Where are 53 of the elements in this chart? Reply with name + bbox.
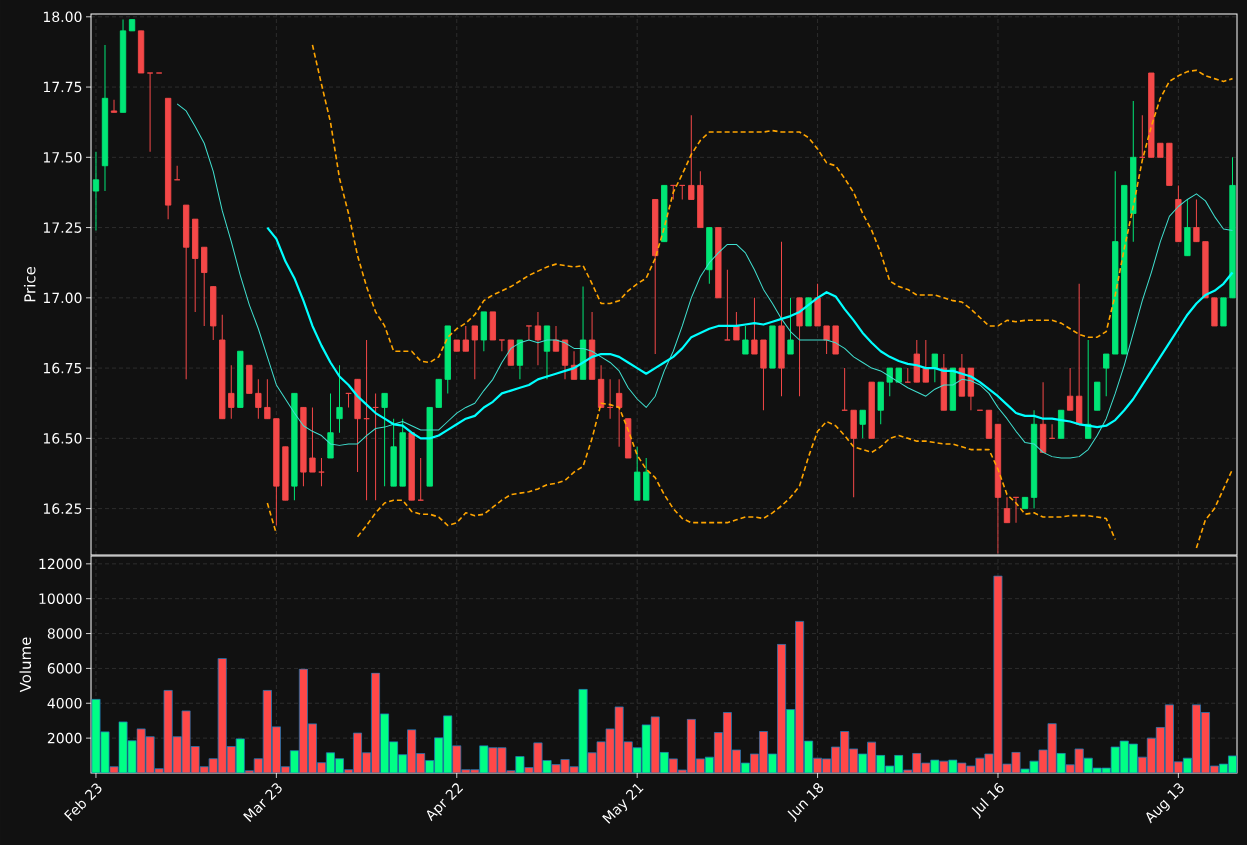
y-tick-label: 4000 [47, 697, 82, 709]
x-tick-label: Jun 18 [787, 783, 824, 823]
candlestick [309, 406, 316, 473]
candlestick [336, 364, 343, 434]
candlestick [264, 378, 271, 420]
y-tick-label: 17.25 [43, 222, 82, 233]
candlestick [904, 367, 911, 383]
candlestick [787, 297, 794, 355]
candlestick [733, 311, 740, 341]
y-tick-label: 10000 [39, 593, 82, 604]
candlestick [859, 409, 866, 439]
candlestick [724, 269, 731, 341]
x-tick-label: Feb 23 [63, 783, 102, 821]
y-tick-label: 16.25 [43, 503, 82, 514]
y-axis-title: Price [23, 266, 36, 302]
y-tick-label: 16.50 [43, 433, 82, 444]
y-axis-title: Volume [19, 637, 32, 693]
y-tick-label: 17.00 [43, 292, 82, 304]
candlestick [751, 297, 758, 355]
x-tick-label: Apr 22 [426, 783, 464, 822]
candlestick [92, 151, 100, 231]
candlestick [886, 367, 893, 397]
candlestick [1103, 353, 1110, 397]
candlestick [823, 325, 830, 355]
candlestick [1193, 198, 1200, 243]
y-tick-label: 18.00 [43, 11, 82, 23]
candlestick [534, 311, 542, 366]
candlestick [922, 339, 929, 383]
candlestick [525, 325, 533, 341]
y-tick-label: 12000 [39, 558, 82, 570]
candlestick [498, 339, 506, 352]
candlestick [462, 325, 469, 352]
candlestick [318, 457, 325, 487]
candlestick [146, 72, 154, 153]
candlestick [381, 392, 388, 487]
candlestick [1066, 367, 1074, 411]
x-tick-label: Jul 16 [971, 782, 1004, 819]
candlestick [931, 353, 938, 383]
candlestick [1085, 339, 1092, 439]
candlestick [255, 378, 262, 420]
y-tick-label: 17.50 [43, 152, 82, 163]
y-tick-label: 2000 [47, 732, 82, 744]
y-tick-label: 8000 [47, 628, 82, 639]
candlestick [471, 325, 478, 380]
candlestick [742, 325, 749, 355]
candlestick [1003, 496, 1011, 524]
y-tick-label: 17.75 [43, 81, 82, 93]
candlestick [688, 114, 695, 200]
y-tick-label: 16.75 [43, 362, 82, 374]
y-tick-label: 6000 [47, 663, 82, 674]
candlestick [228, 364, 235, 420]
candlestick [110, 99, 118, 113]
x-tick-label: Mar 23 [243, 783, 282, 822]
